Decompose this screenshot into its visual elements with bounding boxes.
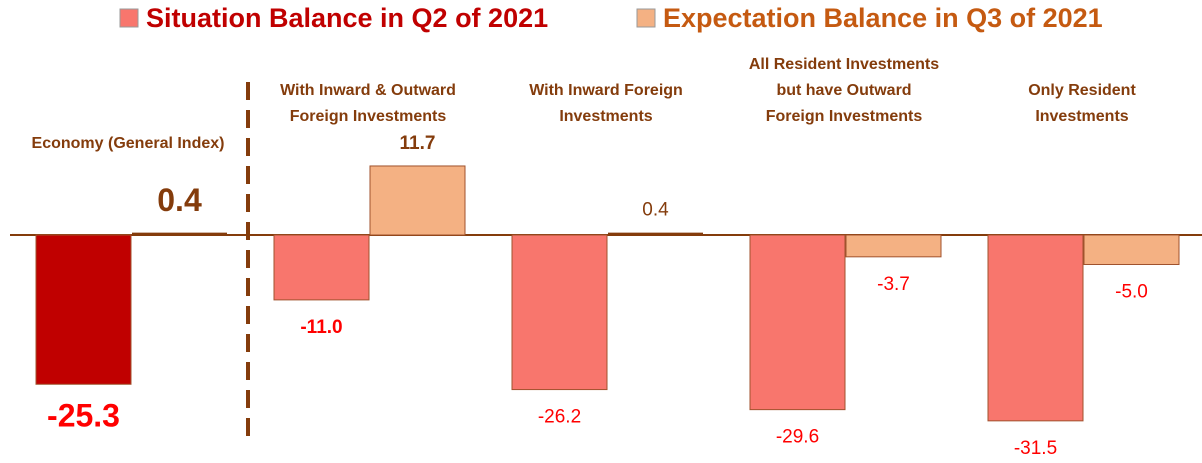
value-label: 11.7 <box>400 133 436 154</box>
bar <box>845 234 942 258</box>
bar <box>987 234 1084 422</box>
legend-swatch <box>119 8 139 28</box>
value-label: -11.0 <box>300 317 342 338</box>
category-label: With Inward & Outward Foreign Investments <box>280 82 456 125</box>
value-label: -3.7 <box>877 274 910 295</box>
value-label: 0.4 <box>642 200 669 221</box>
value-label: -25.3 <box>47 398 120 434</box>
legend-swatch <box>636 8 656 28</box>
value-label: -29.6 <box>776 427 819 448</box>
category-label: Only Resident Investments <box>1028 82 1136 125</box>
bar <box>132 232 227 235</box>
bar <box>35 234 132 385</box>
category-label: All Resident Investments but have Outward… <box>749 56 939 125</box>
legend-label: Expectation Balance in Q3 of 2021 <box>663 3 1103 33</box>
legend-label: Situation Balance in Q2 of 2021 <box>146 3 548 33</box>
bar <box>749 234 846 411</box>
value-label: -31.5 <box>1014 438 1057 459</box>
bar <box>608 232 703 235</box>
category-label: With Inward Foreign Investments <box>529 82 683 125</box>
value-label: 0.4 <box>157 182 202 218</box>
category-label: Economy (General Index) <box>32 135 225 152</box>
value-label: -5.0 <box>1115 282 1148 303</box>
bar <box>369 165 466 236</box>
bar <box>511 234 608 391</box>
value-label: -26.2 <box>538 407 581 428</box>
bar <box>1083 234 1180 265</box>
bar <box>273 234 370 301</box>
